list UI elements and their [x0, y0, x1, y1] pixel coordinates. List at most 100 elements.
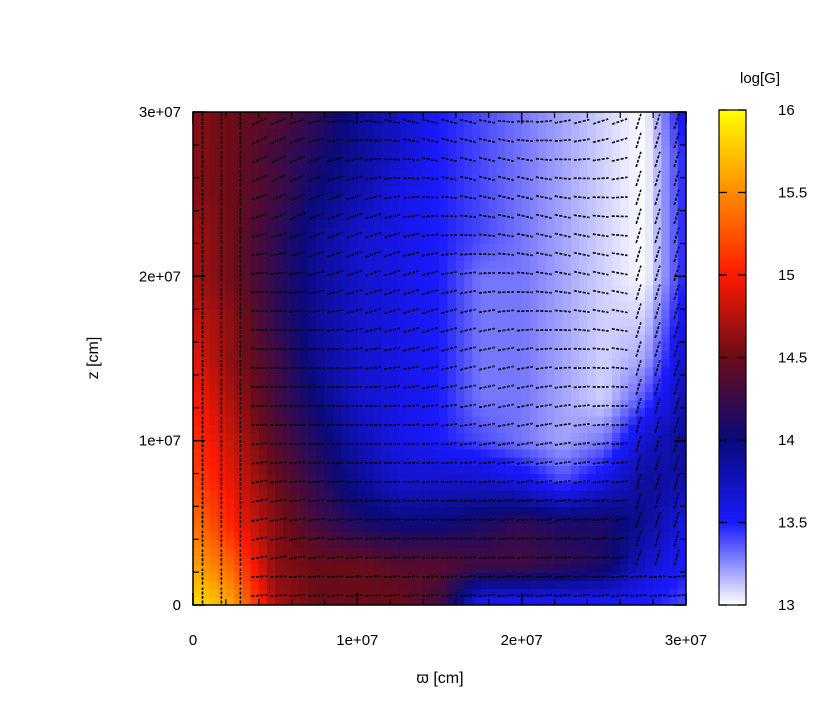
heatmap-cell	[250, 399, 260, 409]
heatmap-cell	[225, 572, 235, 581]
heatmap-cell	[644, 309, 654, 319]
heatmap-cell	[332, 120, 342, 130]
heatmap-cell	[488, 407, 498, 417]
heatmap-cell	[636, 465, 646, 475]
heatmap-cell	[538, 309, 547, 319]
heatmap-cell	[414, 580, 424, 590]
heatmap-cell	[653, 161, 662, 171]
heatmap-cell	[455, 350, 465, 360]
heatmap-cell	[431, 185, 441, 195]
field-vector	[635, 492, 642, 509]
heatmap-cell	[414, 407, 424, 417]
field-vector	[592, 442, 609, 446]
heatmap-cell	[570, 350, 580, 360]
heatmap-cell	[554, 177, 564, 187]
heatmap-cell	[340, 136, 350, 146]
heatmap-cell	[538, 547, 547, 557]
heatmap-cell	[381, 210, 391, 220]
heatmap-cell	[546, 202, 556, 212]
heatmap-cell	[217, 177, 227, 187]
heatmap-cell	[308, 300, 317, 310]
heatmap-cell	[283, 416, 293, 425]
heatmap-cell	[390, 440, 400, 450]
heatmap-cell	[603, 489, 613, 499]
heatmap-cell	[398, 128, 408, 138]
heatmap-cell	[324, 161, 334, 171]
heatmap-cell	[283, 210, 293, 220]
heatmap-cell	[538, 424, 547, 434]
heatmap-cell	[291, 416, 301, 425]
heatmap-cell	[628, 317, 638, 327]
heatmap-cell	[234, 539, 243, 549]
heatmap-cell	[316, 596, 326, 605]
heatmap-cell	[505, 424, 515, 434]
heatmap-cell	[472, 588, 482, 598]
heatmap-cell	[488, 235, 498, 245]
heatmap-cell	[381, 259, 391, 269]
heatmap-cell	[373, 194, 383, 203]
field-vector	[251, 517, 268, 522]
heatmap-cell	[201, 514, 211, 524]
heatmap-cell	[217, 563, 227, 573]
heatmap-cell	[266, 432, 276, 442]
heatmap-cell	[538, 555, 547, 565]
heatmap-cell	[653, 243, 662, 253]
heatmap-cell	[365, 177, 375, 187]
heatmap-cell	[472, 350, 482, 360]
heatmap-cell	[258, 251, 268, 261]
heatmap-cell	[521, 120, 531, 130]
heatmap-cell	[308, 185, 317, 195]
heatmap-cell	[250, 300, 260, 310]
heatmap-cell	[677, 243, 686, 253]
heatmap-cell	[562, 185, 572, 195]
heatmap-cell	[283, 235, 293, 245]
colorbar-tick-label: 14	[778, 432, 795, 449]
heatmap-cell	[480, 506, 490, 516]
heatmap-cell	[620, 120, 630, 130]
heatmap-cell	[644, 374, 654, 384]
field-vector	[384, 251, 400, 258]
heatmap-cell	[308, 218, 317, 228]
heatmap-cell	[570, 112, 580, 121]
heatmap-cell	[406, 342, 416, 351]
heatmap-cell	[209, 407, 219, 417]
heatmap-cell	[299, 522, 309, 532]
heatmap-cell	[373, 489, 383, 499]
heatmap-cell	[340, 399, 350, 409]
heatmap-cell	[258, 300, 268, 310]
heatmap-cell	[209, 300, 219, 310]
heatmap-cell	[193, 333, 202, 343]
heatmap-cell	[538, 498, 547, 507]
heatmap-cell	[324, 580, 334, 590]
heatmap-cell	[431, 539, 441, 549]
heatmap-cell	[677, 153, 686, 162]
heatmap-cell	[653, 177, 662, 187]
heatmap-cell	[431, 366, 441, 376]
field-vector	[289, 442, 306, 445]
heatmap-cell	[381, 498, 391, 507]
heatmap-cell	[579, 177, 588, 187]
heatmap-cell	[464, 227, 473, 236]
heatmap-cell	[225, 465, 235, 475]
heatmap-cell	[636, 309, 646, 319]
field-vector	[497, 537, 514, 540]
heatmap-cell	[538, 284, 547, 294]
field-vector	[535, 176, 552, 181]
heatmap-cell	[291, 432, 301, 442]
heatmap-cell	[488, 185, 498, 195]
heatmap-cell	[447, 481, 457, 491]
heatmap-cell	[299, 498, 309, 507]
field-vector	[346, 212, 362, 220]
heatmap-cell	[513, 276, 523, 286]
heatmap-cell	[587, 292, 597, 302]
heatmap-cell	[620, 284, 630, 294]
field-vector	[459, 480, 476, 483]
field-vector	[592, 575, 609, 578]
heatmap-cell	[332, 276, 342, 286]
heatmap-cell	[669, 555, 679, 565]
heatmap-cell	[497, 588, 506, 598]
heatmap-cell	[538, 416, 547, 425]
heatmap-cell	[447, 531, 457, 540]
field-vector	[384, 232, 401, 239]
